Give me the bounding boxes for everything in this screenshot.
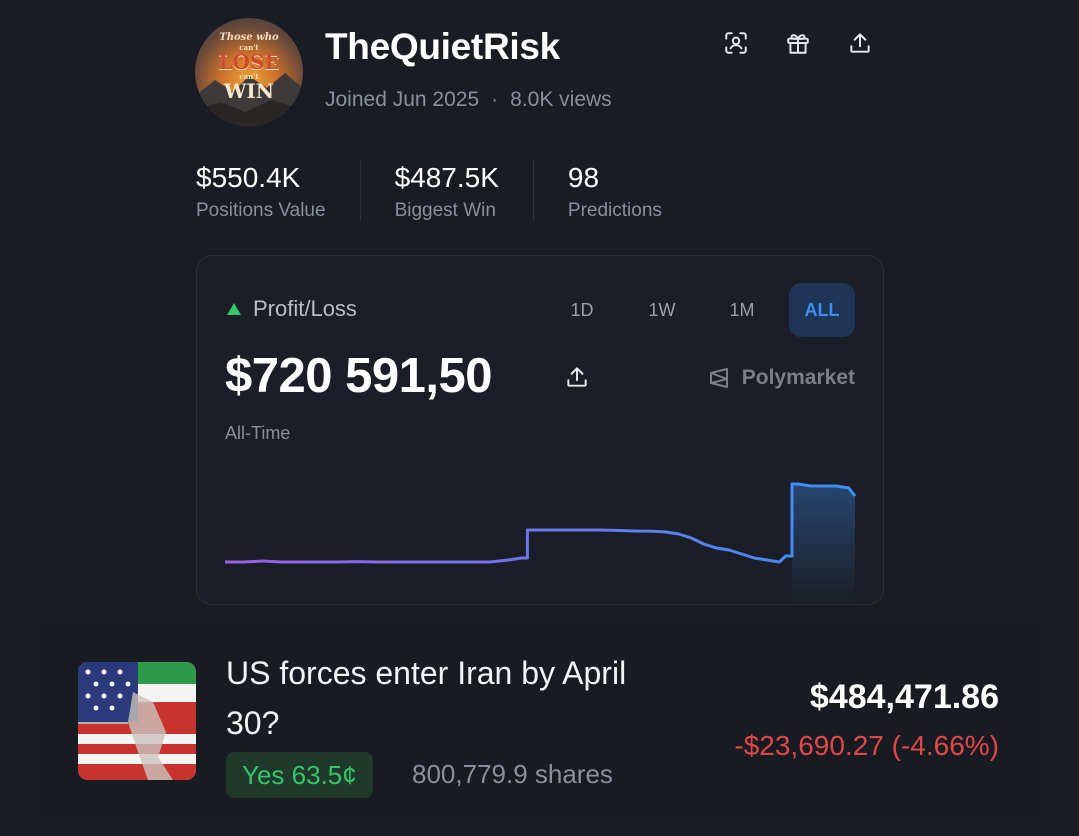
- meta-separator: ·: [491, 88, 499, 111]
- profit-loss-card: Profit/Loss 1D 1W 1M ALL $720 591,50 Pol…: [196, 255, 884, 605]
- position-row[interactable]: US forces enter Iran by April 30? Yes 63…: [40, 628, 1040, 818]
- polymarket-brand: Polymarket: [708, 366, 855, 390]
- pl-share-icon[interactable]: [564, 364, 590, 395]
- username: TheQuietRisk: [325, 26, 560, 67]
- range-all-button[interactable]: ALL: [789, 283, 855, 337]
- brand-name: Polymarket: [741, 366, 855, 389]
- stat-value: 98: [567, 162, 600, 193]
- pl-label: Profit/Loss: [253, 296, 357, 321]
- pl-series-line: [225, 482, 857, 564]
- joined-date: Joined Jun 2025: [325, 88, 480, 111]
- stat-value: $550.4K: [196, 162, 301, 193]
- pl-area-fill: [792, 484, 855, 604]
- range-1d-button[interactable]: 1D: [570, 299, 594, 320]
- market-title[interactable]: US forces enter Iran by April 30?: [226, 655, 627, 741]
- outcome-badge: Yes 63.5¢: [226, 752, 373, 798]
- stat-biggest-win: $487.5K Biggest Win: [394, 160, 534, 221]
- pl-chart: [225, 482, 857, 604]
- pl-value: $720 591,50: [225, 349, 493, 403]
- stat-positions-value: $550.4K Positions Value: [196, 160, 361, 221]
- range-selector: 1D 1W 1M ALL: [549, 283, 855, 337]
- range-1m-button[interactable]: 1M: [729, 299, 755, 320]
- market-thumbnail: [78, 662, 196, 780]
- stat-predictions: 98 Predictions: [567, 160, 696, 221]
- stat-value: $487.5K: [394, 162, 499, 193]
- avatar-motto: Those who can't LOSE can't WIN: [218, 32, 280, 103]
- avatar[interactable]: Those who can't LOSE can't WIN: [195, 18, 303, 126]
- position-change: -$23,690.27 (-4.66%): [734, 730, 999, 761]
- share-count: 800,779.9 shares: [412, 759, 613, 789]
- scan-profile-icon[interactable]: [721, 28, 751, 58]
- profile-actions: [721, 28, 875, 58]
- profile-header: Those who can't LOSE can't WIN TheQuietR…: [195, 18, 885, 128]
- position-value: $484,471.86: [809, 678, 999, 716]
- trend-up-icon: [227, 303, 241, 315]
- gift-icon[interactable]: [783, 28, 813, 58]
- range-1w-button[interactable]: 1W: [648, 299, 676, 320]
- profile-stats: $550.4K Positions Value $487.5K Biggest …: [196, 160, 730, 221]
- pl-header: Profit/Loss: [227, 296, 357, 322]
- profile-meta: Joined Jun 2025 · 8.0K views: [325, 88, 612, 112]
- stat-label: Predictions: [567, 200, 662, 221]
- view-count: 8.0K views: [510, 88, 612, 111]
- stat-label: Biggest Win: [394, 200, 496, 221]
- stat-label: Positions Value: [196, 200, 326, 221]
- share-icon[interactable]: [845, 28, 875, 58]
- pl-period: All-Time: [225, 423, 291, 443]
- polymarket-logo-icon: [709, 368, 728, 388]
